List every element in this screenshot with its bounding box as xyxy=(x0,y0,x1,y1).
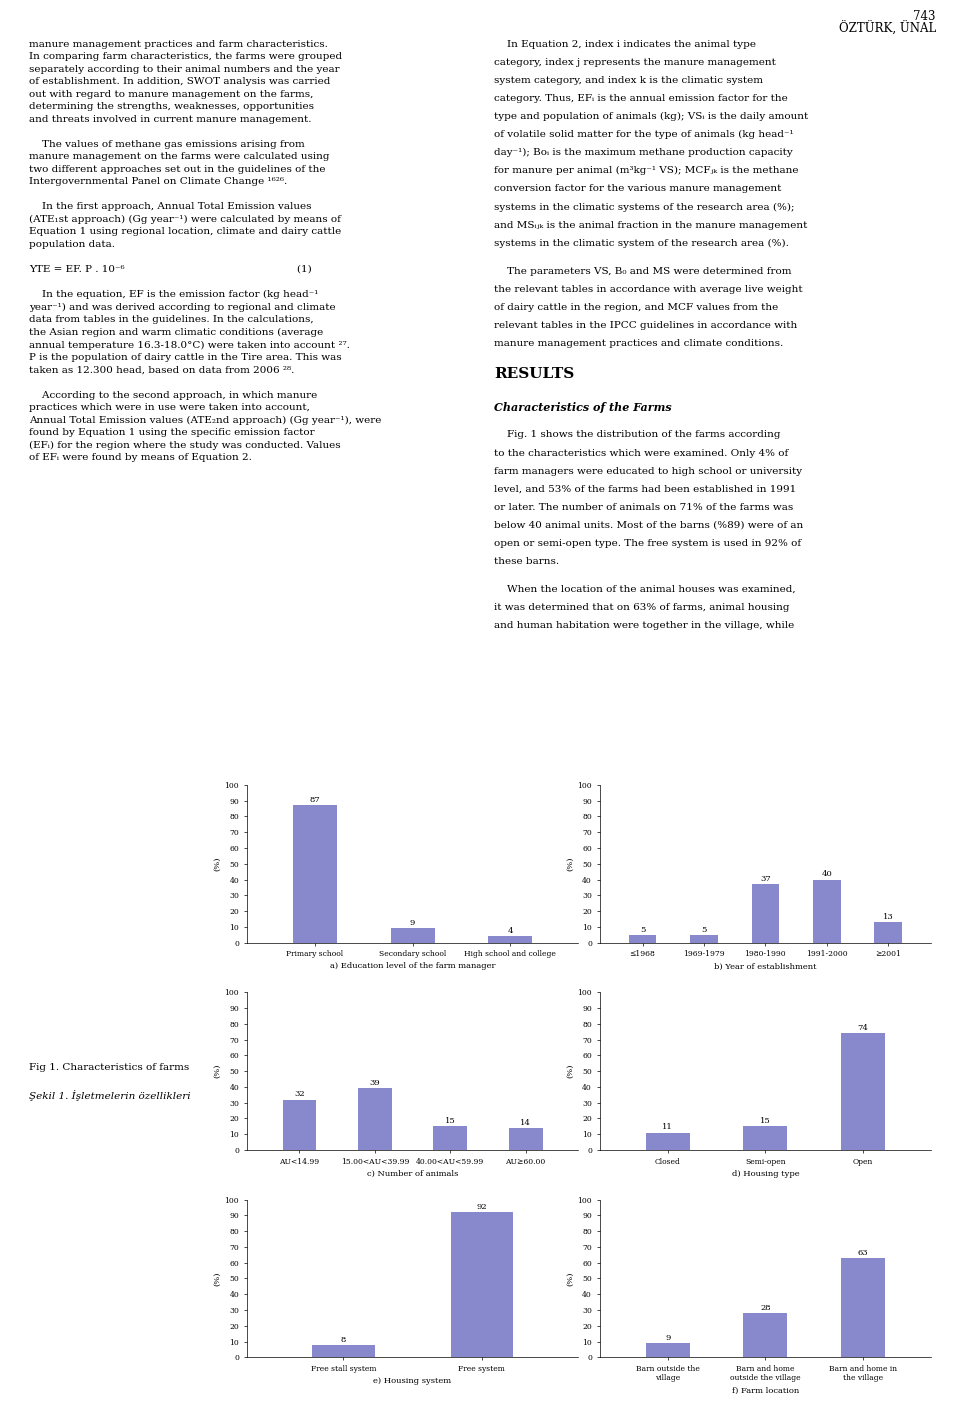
Bar xyxy=(489,936,532,943)
Text: 15: 15 xyxy=(760,1117,771,1126)
X-axis label: f) Farm location: f) Farm location xyxy=(732,1387,799,1394)
Text: 14: 14 xyxy=(520,1118,531,1127)
Text: farm managers were educated to high school or university: farm managers were educated to high scho… xyxy=(494,467,803,475)
Text: 9: 9 xyxy=(665,1333,670,1342)
Text: 5: 5 xyxy=(639,926,645,933)
Text: open or semi-open type. The free system is used in 92% of: open or semi-open type. The free system … xyxy=(494,539,802,549)
X-axis label: c) Number of animals: c) Number of animals xyxy=(367,1169,458,1178)
Text: 37: 37 xyxy=(760,875,771,882)
Bar xyxy=(875,922,902,943)
Bar xyxy=(646,1133,689,1150)
Bar xyxy=(743,1127,787,1150)
X-axis label: b) Year of establishment: b) Year of establishment xyxy=(714,963,817,970)
Text: ÖZTÜRK, ÜNAL: ÖZTÜRK, ÜNAL xyxy=(839,21,936,35)
Text: relevant tables in the IPCC guidelines in accordance with: relevant tables in the IPCC guidelines i… xyxy=(494,321,798,329)
Bar xyxy=(282,1100,317,1150)
Y-axis label: (%): (%) xyxy=(214,857,222,871)
Text: 39: 39 xyxy=(370,1079,380,1087)
Y-axis label: (%): (%) xyxy=(566,1063,574,1079)
Text: manure management practices and farm characteristics.
In comparing farm characte: manure management practices and farm cha… xyxy=(29,40,381,462)
Text: 8: 8 xyxy=(341,1336,347,1343)
Text: or later. The number of animals on 71% of the farms was: or later. The number of animals on 71% o… xyxy=(494,503,794,512)
Text: 9: 9 xyxy=(410,919,416,928)
Bar xyxy=(391,929,435,943)
Text: 13: 13 xyxy=(883,913,894,921)
Text: system category, and index k is the climatic system: system category, and index k is the clim… xyxy=(494,76,763,85)
Bar xyxy=(293,806,337,943)
Text: the relevant tables in accordance with average live weight: the relevant tables in accordance with a… xyxy=(494,284,803,294)
Text: Şekil 1. İşletmelerin özellikleri: Şekil 1. İşletmelerin özellikleri xyxy=(29,1090,190,1102)
Text: 92: 92 xyxy=(476,1203,487,1210)
Text: to the characteristics which were examined. Only 4% of: to the characteristics which were examin… xyxy=(494,448,789,458)
Text: In Equation 2, index i indicates the animal type: In Equation 2, index i indicates the ani… xyxy=(494,40,756,48)
Text: RESULTS: RESULTS xyxy=(494,368,575,382)
Text: 32: 32 xyxy=(294,1090,304,1099)
Bar xyxy=(509,1128,542,1150)
Text: Fig. 1 shows the distribution of the farms according: Fig. 1 shows the distribution of the far… xyxy=(494,430,780,440)
Bar xyxy=(629,935,657,943)
Text: and MSᵢⱼₖ is the animal fraction in the manure management: and MSᵢⱼₖ is the animal fraction in the … xyxy=(494,221,807,229)
Text: 5: 5 xyxy=(701,926,707,933)
Text: systems in the climatic systems of the research area (%);: systems in the climatic systems of the r… xyxy=(494,202,795,212)
Text: 4: 4 xyxy=(508,928,513,935)
Text: day⁻¹); Boᵢ is the maximum methane production capacity: day⁻¹); Boᵢ is the maximum methane produ… xyxy=(494,148,793,157)
Bar xyxy=(450,1212,513,1357)
X-axis label: d) Housing type: d) Housing type xyxy=(732,1169,799,1178)
Y-axis label: (%): (%) xyxy=(214,1063,222,1079)
Text: manure management practices and climate conditions.: manure management practices and climate … xyxy=(494,339,783,348)
Bar xyxy=(312,1345,374,1357)
Text: 74: 74 xyxy=(857,1024,869,1032)
Text: 28: 28 xyxy=(760,1304,771,1312)
Text: conversion factor for the various manure management: conversion factor for the various manure… xyxy=(494,184,781,194)
Text: category. Thus, EFᵢ is the annual emission factor for the: category. Thus, EFᵢ is the annual emissi… xyxy=(494,93,788,103)
Bar xyxy=(433,1127,468,1150)
Bar xyxy=(646,1343,689,1357)
Text: it was determined that on 63% of farms, animal housing: it was determined that on 63% of farms, … xyxy=(494,604,790,612)
Bar xyxy=(841,1258,885,1357)
Text: Fig 1. Characteristics of farms: Fig 1. Characteristics of farms xyxy=(29,1063,189,1072)
Text: for manure per animal (m³kg⁻¹ VS); MCFⱼₖ is the methane: for manure per animal (m³kg⁻¹ VS); MCFⱼₖ… xyxy=(494,167,799,175)
Text: category, index j represents the manure management: category, index j represents the manure … xyxy=(494,58,777,66)
Text: 743: 743 xyxy=(914,10,936,23)
Text: The parameters VS, B₀ and MS were determined from: The parameters VS, B₀ and MS were determ… xyxy=(494,267,792,276)
Bar xyxy=(358,1089,392,1150)
Text: 15: 15 xyxy=(444,1117,456,1126)
Text: of dairy cattle in the region, and MCF values from the: of dairy cattle in the region, and MCF v… xyxy=(494,303,779,312)
Bar xyxy=(743,1314,787,1357)
Text: type and population of animals (kg); VSᵢ is the daily amount: type and population of animals (kg); VSᵢ… xyxy=(494,112,808,122)
Bar xyxy=(813,880,841,943)
Text: 40: 40 xyxy=(822,870,832,878)
Y-axis label: (%): (%) xyxy=(214,1271,222,1285)
X-axis label: e) Housing system: e) Housing system xyxy=(373,1377,451,1386)
Text: below 40 animal units. Most of the barns (%89) were of an: below 40 animal units. Most of the barns… xyxy=(494,520,804,530)
Text: and human habitation were together in the village, while: and human habitation were together in th… xyxy=(494,621,795,631)
Text: these barns.: these barns. xyxy=(494,557,560,566)
Text: 87: 87 xyxy=(310,796,321,805)
Y-axis label: (%): (%) xyxy=(566,857,574,871)
X-axis label: a) Education level of the farm manager: a) Education level of the farm manager xyxy=(330,963,495,970)
Bar xyxy=(752,884,780,943)
Text: level, and 53% of the farms had been established in 1991: level, and 53% of the farms had been est… xyxy=(494,485,797,493)
Text: 11: 11 xyxy=(662,1123,673,1131)
Text: 63: 63 xyxy=(857,1249,868,1257)
Text: When the location of the animal houses was examined,: When the location of the animal houses w… xyxy=(494,585,796,594)
Text: systems in the climatic system of the research area (%).: systems in the climatic system of the re… xyxy=(494,239,789,247)
Y-axis label: (%): (%) xyxy=(566,1271,574,1285)
Text: Characteristics of the Farms: Characteristics of the Farms xyxy=(494,403,672,413)
Bar xyxy=(690,935,718,943)
Text: of volatile solid matter for the type of animals (kg head⁻¹: of volatile solid matter for the type of… xyxy=(494,130,794,139)
Bar xyxy=(841,1034,885,1150)
